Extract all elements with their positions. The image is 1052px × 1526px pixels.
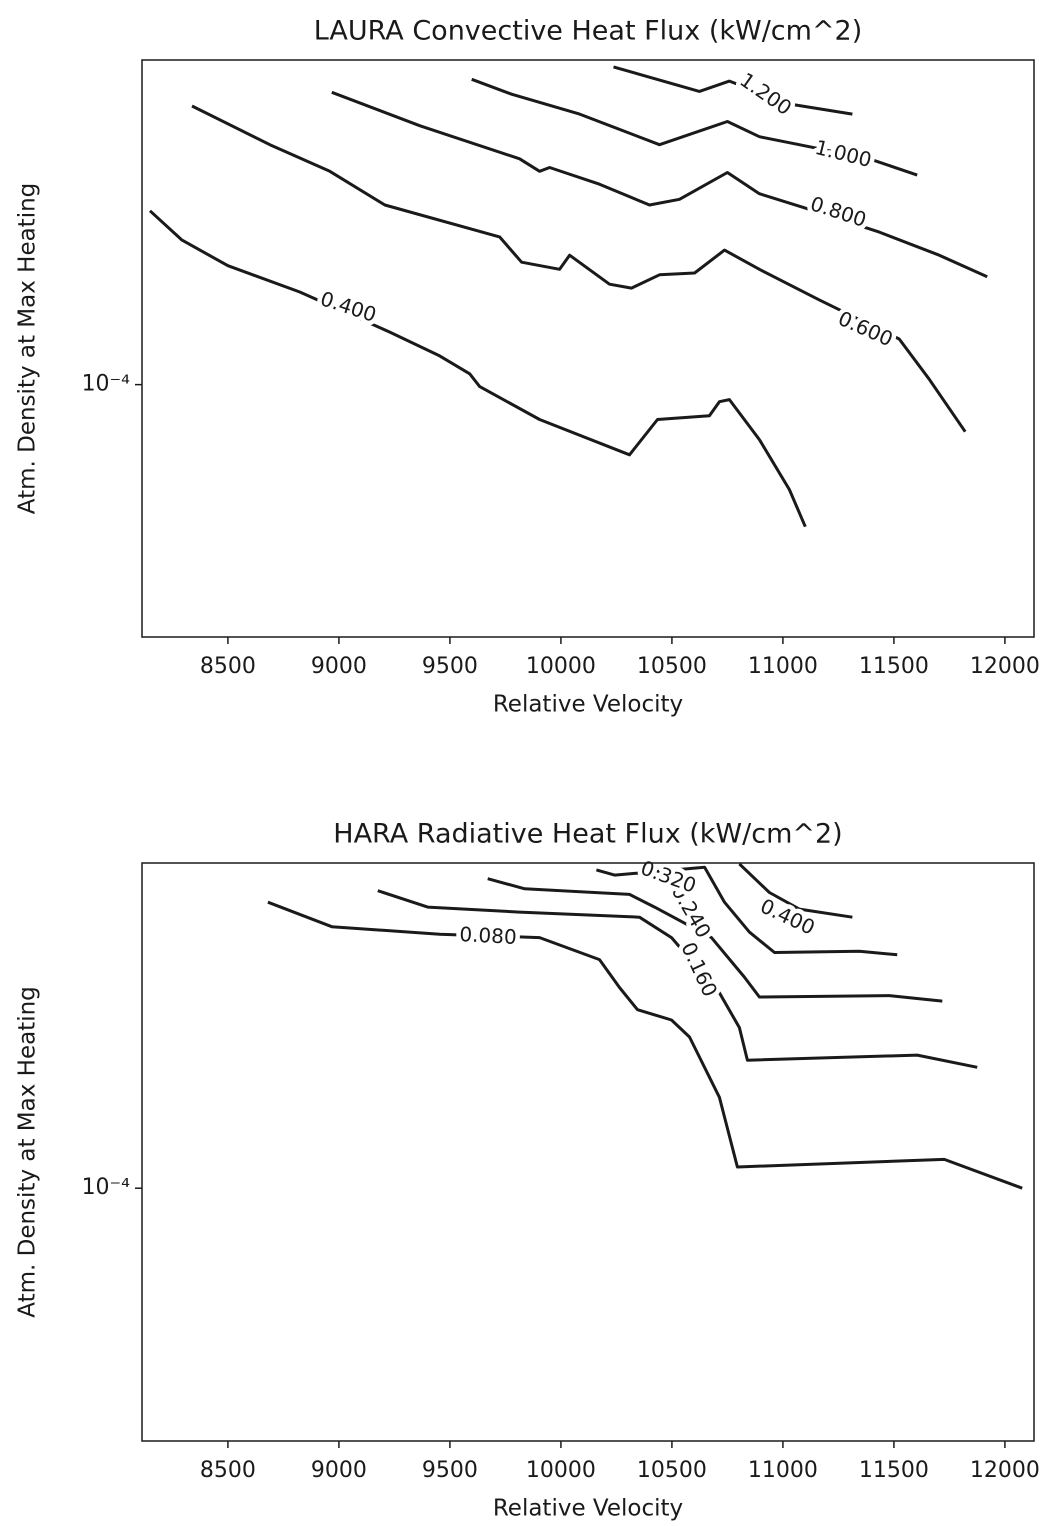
x-tick-label: 11000 — [748, 654, 818, 679]
contour-line — [487, 877, 943, 1003]
x-axis-label: Relative Velocity — [493, 692, 683, 718]
x-tick-label: 8500 — [200, 654, 256, 679]
x-tick-label: 10000 — [526, 1458, 596, 1483]
x-tick-label: 10500 — [637, 654, 707, 679]
x-tick-label: 9000 — [311, 654, 367, 679]
x-tick-label: 10000 — [526, 654, 596, 679]
contour-line — [148, 209, 807, 528]
contour-line — [191, 104, 967, 433]
contour-line — [471, 77, 918, 177]
y-axis-label: Atm. Density at Max Heating — [15, 986, 41, 1318]
contour-line — [267, 900, 1023, 1190]
x-tick-label: 9500 — [422, 654, 478, 679]
contours — [148, 65, 988, 528]
y-tick-label: 10⁻⁴ — [82, 1175, 131, 1200]
x-tick-label: 11000 — [748, 1458, 818, 1483]
contour-line — [738, 863, 853, 919]
chart-title: LAURA Convective Heat Flux (kW/cm^2) — [314, 16, 863, 47]
y-axis-label: Atm. Density at Max Heating — [15, 183, 41, 515]
x-tick-label: 12000 — [970, 1458, 1040, 1483]
plot-frame — [141, 862, 1035, 1442]
x-tick-label: 11500 — [859, 1458, 929, 1483]
x-tick-label: 10500 — [637, 1458, 707, 1483]
contour-line — [613, 65, 853, 116]
contour-label: 0.080 — [459, 922, 517, 949]
contour-line — [595, 865, 898, 957]
x-tick-label: 12000 — [970, 654, 1040, 679]
contours — [267, 863, 1023, 1190]
x-tick-label: 8500 — [200, 1458, 256, 1483]
x-tick-label: 11500 — [859, 654, 929, 679]
contour-line — [331, 90, 988, 279]
x-axis-label: Relative Velocity — [493, 1496, 683, 1522]
chart-title: HARA Radiative Heat Flux (kW/cm^2) — [333, 819, 842, 850]
plot-frame — [141, 59, 1035, 638]
x-tick-label: 9000 — [311, 1458, 367, 1483]
y-tick-label: 10⁻⁴ — [82, 372, 131, 397]
contour-line — [377, 889, 978, 1069]
x-tick-label: 9500 — [422, 1458, 478, 1483]
